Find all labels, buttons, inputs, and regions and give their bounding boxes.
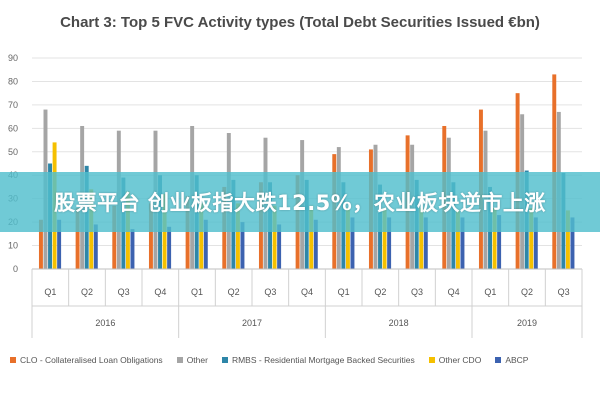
legend-item: Other bbox=[176, 355, 208, 365]
bar bbox=[185, 196, 190, 269]
bar bbox=[75, 208, 80, 269]
bar bbox=[533, 217, 538, 269]
x-tick-label: Q4 bbox=[301, 287, 313, 297]
legend-label: RMBS - Residential Mortgage Backed Secur… bbox=[231, 355, 415, 365]
bar bbox=[38, 219, 43, 269]
legend-item: CLO - Collateralised Loan Obligations bbox=[10, 355, 163, 365]
bar bbox=[423, 217, 428, 269]
bar bbox=[570, 217, 575, 269]
legend-item: Other CDO bbox=[428, 355, 482, 365]
bar bbox=[272, 205, 277, 269]
legend-swatch bbox=[176, 357, 183, 363]
bar bbox=[455, 210, 460, 269]
x-tick-label: Q1 bbox=[191, 287, 203, 297]
y-tick-label: 90 bbox=[8, 53, 18, 63]
bar bbox=[130, 229, 135, 269]
year-label: 2017 bbox=[242, 318, 262, 328]
x-tick-label: Q2 bbox=[374, 287, 386, 297]
bar bbox=[240, 222, 245, 269]
bar bbox=[57, 219, 62, 269]
bar bbox=[148, 203, 153, 269]
bar bbox=[552, 74, 557, 270]
y-tick-label: 80 bbox=[8, 76, 18, 86]
x-tick-label: Q4 bbox=[154, 287, 166, 297]
bar bbox=[203, 219, 208, 269]
bar bbox=[112, 205, 117, 269]
bar bbox=[382, 208, 387, 269]
bar bbox=[313, 219, 318, 269]
x-tick-label: Q2 bbox=[521, 287, 533, 297]
y-tick-label: 50 bbox=[8, 147, 18, 157]
bar bbox=[565, 210, 570, 269]
bar bbox=[350, 217, 355, 269]
legend-swatch bbox=[495, 357, 502, 363]
legend-swatch bbox=[428, 357, 435, 363]
bar bbox=[345, 208, 350, 269]
legend-label: Other bbox=[186, 355, 208, 365]
year-label: 2016 bbox=[95, 318, 115, 328]
chart-title: Chart 3: Top 5 FVC Activity types (Total… bbox=[60, 14, 540, 31]
x-tick-label: Q2 bbox=[81, 287, 93, 297]
chart-legend: CLO - Collateralised Loan Obligations Oth… bbox=[10, 352, 590, 368]
y-tick-label: 60 bbox=[8, 123, 18, 133]
legend-item: RMBS - Residential Mortgage Backed Secur… bbox=[221, 355, 415, 365]
x-tick-label: Q1 bbox=[44, 287, 56, 297]
x-tick-label: Q1 bbox=[338, 287, 350, 297]
legend-swatch bbox=[10, 357, 16, 363]
y-tick-label: 0 bbox=[13, 264, 18, 274]
bar bbox=[460, 217, 465, 269]
year-label: 2019 bbox=[517, 318, 537, 328]
bar bbox=[235, 203, 240, 269]
x-tick-label: Q4 bbox=[448, 287, 460, 297]
bar bbox=[277, 224, 282, 269]
bar bbox=[529, 208, 534, 269]
bar bbox=[497, 215, 502, 269]
y-tick-label: 10 bbox=[8, 241, 18, 251]
x-tick-label: Q1 bbox=[484, 287, 496, 297]
legend-item: ABCP bbox=[495, 355, 528, 365]
bar bbox=[167, 226, 172, 269]
year-label: 2018 bbox=[389, 318, 409, 328]
x-tick-label: Q3 bbox=[411, 287, 423, 297]
legend-swatch bbox=[221, 357, 228, 363]
legend-label: Other CDO bbox=[438, 355, 482, 365]
x-tick-label: Q2 bbox=[228, 287, 240, 297]
legend-label: ABCP bbox=[505, 355, 529, 365]
y-tick-label: 70 bbox=[8, 100, 18, 110]
bar bbox=[419, 208, 424, 269]
x-tick-label: Q3 bbox=[264, 287, 276, 297]
bar bbox=[199, 203, 204, 269]
bar bbox=[492, 208, 497, 269]
bar bbox=[387, 217, 392, 269]
x-tick-label: Q3 bbox=[558, 287, 570, 297]
bar bbox=[93, 224, 98, 269]
overlay-banner: 股票平台 创业板指大跌12.5%，农业板块逆市上涨 bbox=[0, 172, 600, 232]
banner-text: 股票平台 创业板指大跌12.5%，农业板块逆市上涨 bbox=[54, 191, 546, 215]
x-tick-label: Q3 bbox=[118, 287, 130, 297]
bar bbox=[309, 205, 314, 269]
legend-label: CLO - Collateralised Loan Obligations bbox=[20, 355, 163, 365]
